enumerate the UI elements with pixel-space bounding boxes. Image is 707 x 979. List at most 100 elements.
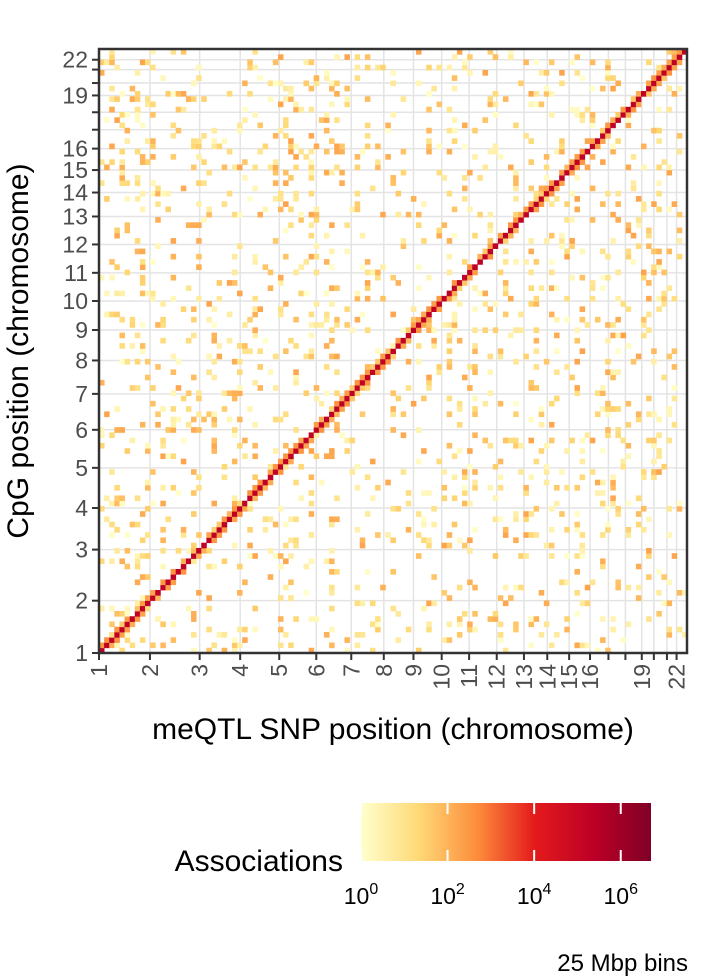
heatmap-cell [681,631,687,638]
heatmap-cell [329,101,335,108]
heatmap-cell [589,469,596,475]
heatmap-cell [185,605,192,612]
heatmap-cell [344,306,350,313]
heatmap-cell [487,101,494,108]
heatmap-cell [334,316,340,323]
heatmap-cell [533,505,540,512]
heatmap-cell [124,227,131,234]
heatmap-cell [569,238,575,244]
heatmap-cell [334,411,340,418]
heatmap-cell [559,169,565,176]
heatmap-cell [303,154,310,160]
legend-tick-base: 10 [430,883,456,909]
heatmap-cell [574,196,581,202]
heatmap-cell [446,358,453,365]
heatmap-cell [129,642,136,649]
heatmap-cell [277,206,284,213]
heatmap-cell [267,547,274,554]
heatmap-cell [431,301,437,307]
heatmap-cell [646,574,652,580]
heatmap-cell [114,290,120,297]
heatmap-cell [426,621,432,628]
heatmap-cell [155,190,161,197]
heatmap-cell [497,637,504,643]
heatmap-cell [502,532,509,538]
heatmap-cell [620,458,627,465]
heatmap-cell [625,164,632,171]
heatmap-cell [252,605,258,612]
heatmap-cell [600,558,606,565]
legend-tick-base: 10 [603,883,629,909]
heatmap-cell [329,169,335,176]
heatmap-cell [426,138,432,144]
heatmap-cell [446,532,453,538]
legend-title: Associations [175,845,343,878]
heatmap-cell [216,526,223,533]
legend-tick-exponent: 6 [629,881,638,898]
heatmap-cell [589,295,596,302]
heatmap-cell [390,568,396,575]
heatmap-cell [323,390,330,397]
heatmap-cell [676,589,683,596]
heatmap-cell [283,169,289,176]
heatmap-cell [651,469,657,475]
heatmap-cell [344,54,350,60]
heatmap-cell [364,295,371,302]
heatmap-cell [605,647,611,653]
heatmap-cell [329,85,335,92]
heatmap-cell [252,474,258,481]
heatmap-cell [237,290,243,297]
heatmap-cell [293,316,299,323]
heatmap-cell [446,322,453,328]
heatmap-cell [160,301,166,307]
legend-ticks: 100 102 104 106 [344,803,638,909]
heatmap-cell [237,164,243,171]
heatmap-cell [329,301,335,307]
heatmap-cell [334,353,340,360]
heatmap-cell [329,406,335,412]
heatmap-cell [543,463,550,470]
heatmap-cell [543,190,550,197]
heatmap-cell [487,248,494,255]
heatmap-cell [134,553,141,559]
heatmap-cell [298,217,304,223]
heatmap-cell [671,59,678,66]
heatmap-cell [681,589,687,596]
heatmap-cell [600,274,606,281]
heatmap-cell [237,511,243,517]
heatmap-cell [615,406,621,412]
heatmap-cell [646,411,652,418]
heatmap-cell [651,458,657,465]
heatmap-cell [364,327,371,334]
heatmap-cell [272,133,279,139]
heatmap-cell [201,542,207,549]
heatmap-cell [288,143,294,150]
heatmap-cell [472,432,478,439]
heatmap-cell [313,427,320,433]
heatmap-cell [416,222,422,228]
heatmap-cell [262,526,269,533]
heatmap-cell [410,196,417,202]
heatmap-cell [231,280,238,286]
heatmap-cell [354,290,361,297]
heatmap-cell [405,626,412,633]
heatmap-cell [221,201,228,207]
heatmap-cell [288,453,294,460]
heatmap-cell [119,112,125,118]
heatmap-cell [559,579,565,586]
heatmap-cell [656,448,662,454]
heatmap-cell [594,390,601,397]
heatmap-cell [344,101,350,108]
heatmap-cell [646,91,652,97]
heatmap-cell [364,474,371,481]
heatmap-cell [518,442,524,449]
heatmap-cell [145,600,151,607]
heatmap-cell [405,490,412,496]
heatmap-cell [283,201,289,207]
heatmap-cell [180,532,187,538]
heatmap-cell [635,595,642,601]
heatmap-cell [605,400,611,407]
heatmap-cell [492,301,499,307]
heatmap-cell [554,395,560,402]
heatmap-cell [651,85,657,92]
